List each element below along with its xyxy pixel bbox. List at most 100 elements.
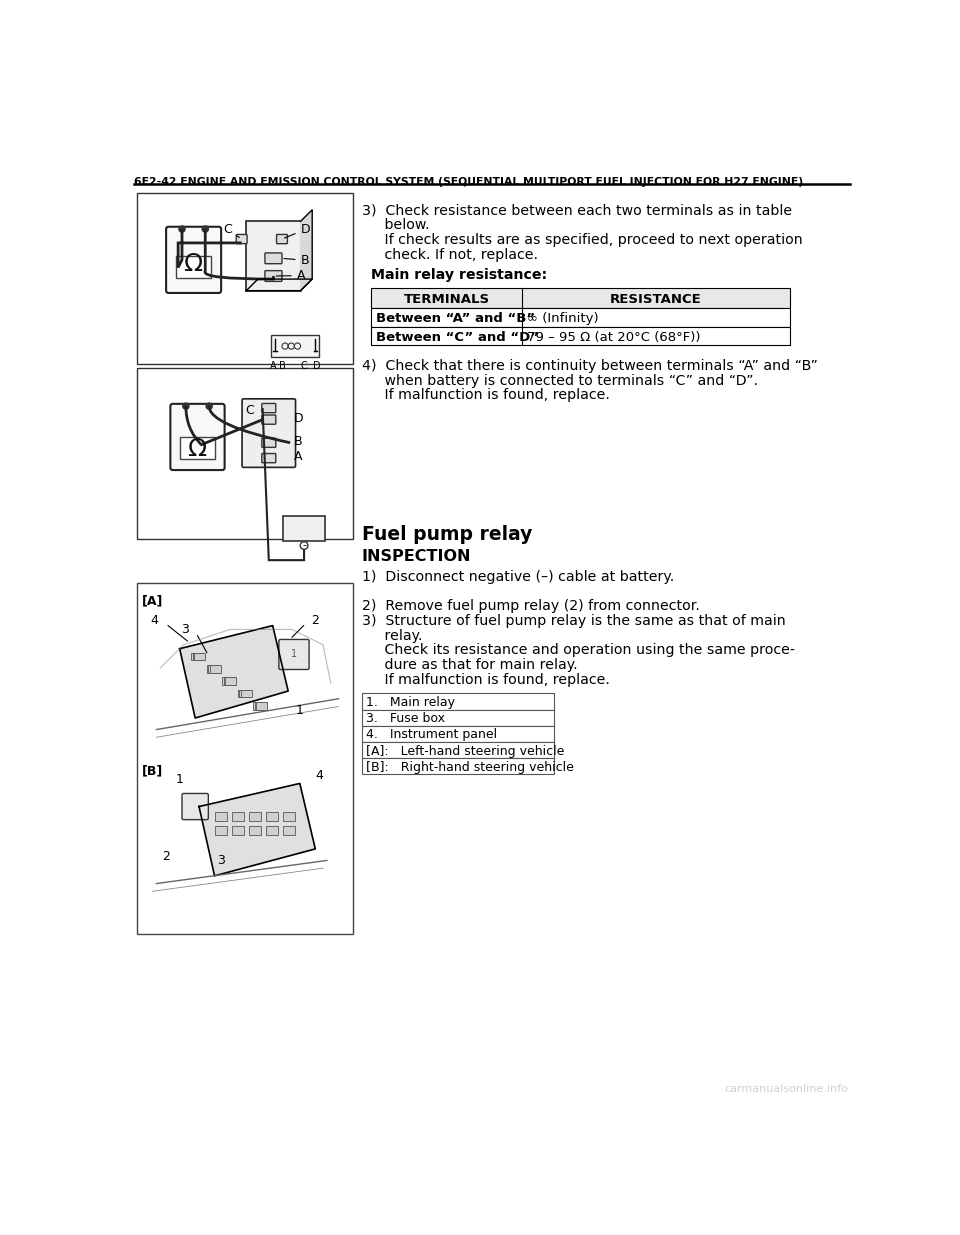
Bar	[208, 664, 219, 673]
Text: 4: 4	[315, 769, 324, 782]
Text: C: C	[223, 222, 239, 237]
Text: Main relay resistance:: Main relay resistance:	[372, 268, 547, 283]
Bar	[253, 701, 264, 710]
Bar	[224, 677, 234, 685]
Text: 6E2-42 ENGINE AND EMISSION CONTROL SYSTEM (SEQUENTIAL MULTIPORT FUEL INJECTION F: 6E2-42 ENGINE AND EMISSION CONTROL SYSTE…	[134, 178, 804, 188]
Text: B: B	[284, 253, 309, 267]
Polygon shape	[300, 210, 312, 290]
Bar	[241, 689, 252, 698]
Text: Between “C” and “D”: Between “C” and “D”	[375, 331, 539, 343]
FancyBboxPatch shape	[262, 438, 276, 447]
Text: 1.   Main relay: 1. Main relay	[366, 697, 455, 709]
Text: D: D	[313, 361, 321, 370]
FancyBboxPatch shape	[265, 270, 282, 282]
FancyBboxPatch shape	[166, 227, 221, 293]
Text: 1)  Disconnect negative (–) cable at battery.: 1) Disconnect negative (–) cable at batt…	[362, 571, 674, 584]
FancyBboxPatch shape	[276, 235, 287, 243]
Bar	[362, 710, 554, 726]
Bar	[372, 309, 789, 327]
Bar	[239, 689, 251, 698]
Bar	[283, 811, 295, 821]
Text: 1: 1	[296, 704, 303, 716]
Text: A: A	[294, 451, 302, 463]
Text: 2: 2	[311, 614, 320, 626]
Text: -: -	[302, 541, 306, 551]
Bar	[193, 652, 204, 661]
Bar	[372, 327, 789, 346]
Text: below.: below.	[362, 219, 429, 232]
Bar	[226, 677, 236, 685]
Text: RESISTANCE: RESISTANCE	[610, 293, 702, 306]
FancyBboxPatch shape	[236, 235, 247, 243]
Bar	[214, 826, 227, 835]
Bar	[266, 826, 278, 835]
Text: 79 – 95 Ω (at 20°C (68°F)): 79 – 95 Ω (at 20°C (68°F))	[527, 331, 701, 343]
Text: [A]: [A]	[142, 594, 163, 608]
Bar	[362, 726, 554, 742]
Text: Check its resistance and operation using the same proce-: Check its resistance and operation using…	[362, 643, 795, 657]
Text: 2: 2	[162, 850, 171, 863]
Text: ∞ (Infinity): ∞ (Infinity)	[527, 312, 598, 325]
Bar	[210, 664, 221, 673]
Text: relay.: relay.	[362, 629, 422, 642]
Text: 3.   Fuse box: 3. Fuse box	[366, 713, 444, 725]
Bar	[231, 826, 244, 835]
Text: Ω: Ω	[184, 252, 204, 275]
FancyBboxPatch shape	[262, 453, 276, 463]
Circle shape	[179, 226, 185, 232]
Text: D: D	[284, 222, 310, 238]
FancyBboxPatch shape	[278, 640, 309, 669]
Text: D: D	[294, 412, 303, 425]
Text: when battery is connected to terminals “C” and “D”.: when battery is connected to terminals “…	[362, 374, 757, 388]
Circle shape	[182, 403, 189, 409]
Text: C: C	[300, 361, 307, 370]
Bar	[266, 811, 278, 821]
Text: A: A	[276, 269, 305, 282]
Text: 4.   Instrument panel: 4. Instrument panel	[366, 729, 497, 741]
Bar	[362, 693, 554, 710]
Bar	[231, 811, 244, 821]
Bar	[362, 742, 554, 758]
Text: If malfunction is found, replace.: If malfunction is found, replace.	[362, 673, 610, 687]
Text: check. If not, replace.: check. If not, replace.	[362, 247, 538, 262]
Text: 1: 1	[176, 773, 183, 787]
Bar	[191, 652, 203, 661]
Text: Between “A” and “B”: Between “A” and “B”	[375, 312, 535, 325]
Bar	[283, 826, 295, 835]
Text: If malfunction is found, replace.: If malfunction is found, replace.	[362, 389, 610, 403]
Bar	[137, 193, 352, 364]
Circle shape	[206, 403, 212, 409]
Text: 3)  Structure of fuel pump relay is the same as that of main: 3) Structure of fuel pump relay is the s…	[362, 614, 785, 629]
Text: 3)  Check resistance between each two terminals as in table: 3) Check resistance between each two ter…	[362, 204, 792, 217]
Bar	[362, 758, 554, 774]
FancyBboxPatch shape	[182, 793, 208, 820]
Text: Ω: Ω	[188, 436, 207, 461]
Bar	[283, 516, 325, 541]
Text: A: A	[270, 361, 276, 370]
Text: Fuel pump relay: Fuel pump relay	[362, 526, 532, 545]
Text: [A]:   Left-hand steering vehicle: [A]: Left-hand steering vehicle	[366, 745, 564, 757]
FancyBboxPatch shape	[265, 253, 282, 264]
Bar	[271, 336, 319, 357]
Text: B: B	[294, 435, 302, 448]
Bar	[206, 664, 218, 673]
Text: carmanualsonline.info: carmanualsonline.info	[725, 1084, 849, 1094]
FancyBboxPatch shape	[170, 404, 225, 471]
Text: 1: 1	[291, 650, 297, 659]
FancyBboxPatch shape	[242, 399, 296, 467]
Polygon shape	[199, 783, 315, 876]
Text: C: C	[246, 404, 254, 417]
Bar	[372, 288, 789, 309]
Bar	[256, 701, 267, 710]
Polygon shape	[180, 626, 288, 718]
Bar	[137, 368, 352, 540]
Text: [B]: [B]	[142, 764, 163, 777]
FancyBboxPatch shape	[262, 415, 276, 425]
Polygon shape	[247, 279, 312, 290]
Bar	[247, 221, 300, 290]
Text: B: B	[279, 361, 286, 370]
Text: TERMINALS: TERMINALS	[403, 293, 490, 306]
Bar	[249, 811, 261, 821]
Text: If check results are as specified, proceed to next operation: If check results are as specified, proce…	[362, 233, 803, 247]
Text: 3: 3	[217, 853, 225, 867]
